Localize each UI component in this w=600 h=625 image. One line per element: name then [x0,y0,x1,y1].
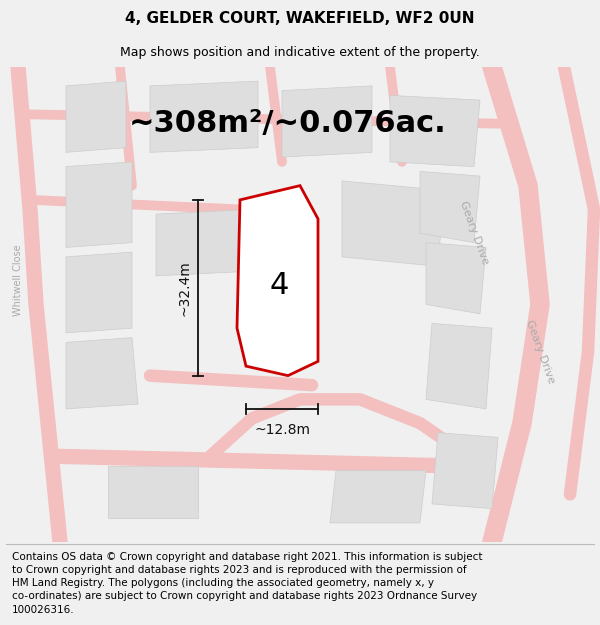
Polygon shape [66,252,132,333]
Text: Geary Drive: Geary Drive [458,200,490,266]
Polygon shape [342,181,444,266]
Polygon shape [390,96,480,167]
Text: ~32.4m: ~32.4m [178,260,192,316]
Polygon shape [426,242,486,314]
Polygon shape [237,186,318,376]
Text: Geary Drive: Geary Drive [524,319,556,385]
Text: Map shows position and indicative extent of the property.: Map shows position and indicative extent… [120,46,480,59]
Text: Whitwell Close: Whitwell Close [13,245,23,316]
Text: 4, GELDER COURT, WAKEFIELD, WF2 0UN: 4, GELDER COURT, WAKEFIELD, WF2 0UN [125,11,475,26]
Polygon shape [282,86,372,157]
Polygon shape [150,81,258,152]
Polygon shape [432,432,498,509]
Polygon shape [66,81,126,152]
Text: ~308m²/~0.076ac.: ~308m²/~0.076ac. [129,109,447,138]
Polygon shape [66,162,132,248]
Polygon shape [108,466,198,518]
Polygon shape [66,338,138,409]
Text: ~12.8m: ~12.8m [254,423,310,437]
Polygon shape [156,209,252,276]
Text: Contains OS data © Crown copyright and database right 2021. This information is : Contains OS data © Crown copyright and d… [12,552,482,614]
Polygon shape [426,323,492,409]
Text: 4: 4 [269,271,289,300]
Polygon shape [330,471,426,523]
Polygon shape [420,171,480,242]
